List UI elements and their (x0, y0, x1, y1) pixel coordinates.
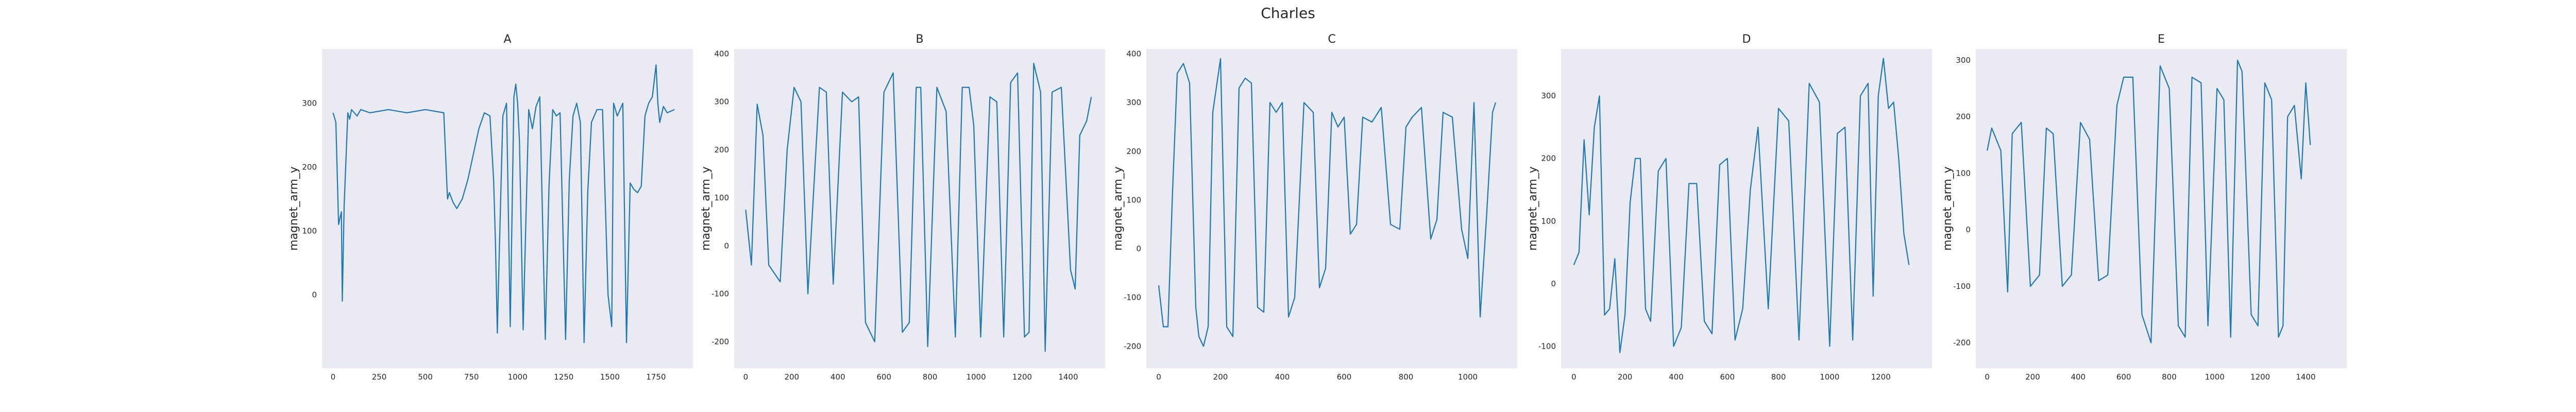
y-tick-label-d: 300 (1541, 91, 1556, 100)
y-tick-label-e: 200 (1956, 112, 1971, 122)
y-tick-label-c: 100 (1126, 195, 1141, 204)
y-axis-label-d: magnet_arm_y (1527, 166, 1539, 251)
y-tick-label-a: 0 (312, 290, 317, 299)
plot-area-c (1146, 49, 1517, 368)
x-tick-label-d: 200 (1618, 372, 1633, 382)
x-tick-label-a: 1000 (508, 372, 528, 382)
y-tick-label-b: 200 (714, 145, 729, 154)
y-axis-label-a: magnet_arm_y (287, 166, 300, 251)
y-tick-label-d: 0 (1551, 279, 1556, 288)
y-axis-label-e: magnet_arm_y (1941, 166, 1954, 251)
subplot-title-e: E (2158, 33, 2165, 46)
x-tick-label-d: 400 (1669, 372, 1684, 382)
plot-area-e (1976, 49, 2347, 368)
y-tick-label-e: 100 (1956, 168, 1971, 178)
y-axis-label-c: magnet_arm_y (1112, 166, 1125, 251)
x-tick-label-a: 1500 (600, 372, 620, 382)
x-tick-label-b: 600 (876, 372, 891, 382)
series-line-d (1573, 58, 1910, 353)
x-tick-label-d: 1000 (1820, 372, 1839, 382)
y-tick-label-c: -200 (1124, 341, 1141, 351)
y-tick-label-a: 200 (302, 162, 317, 171)
y-tick-label-e: 0 (1965, 225, 1971, 234)
y-tick-label-a: 300 (302, 98, 317, 108)
x-tick-label-e: 0 (1985, 372, 1990, 382)
x-tick-label-e: 600 (2116, 372, 2131, 382)
y-tick-label-d: 100 (1541, 216, 1556, 226)
y-tick-label-b: 100 (714, 193, 729, 202)
x-tick-label-b: 0 (743, 372, 749, 382)
series-line-b (745, 62, 1092, 352)
y-tick-label-b: -100 (711, 289, 729, 298)
x-tick-label-c: 800 (1399, 372, 1414, 382)
x-tick-label-d: 1200 (1871, 372, 1891, 382)
x-tick-label-a: 500 (418, 372, 433, 382)
x-tick-label-a: 1750 (646, 372, 666, 382)
plot-area-b (734, 49, 1105, 368)
y-tick-label-b: -200 (711, 337, 729, 347)
y-tick-label-a: 100 (302, 226, 317, 235)
y-tick-label-e: -100 (1953, 282, 1971, 291)
x-tick-label-c: 1000 (1458, 372, 1478, 382)
x-tick-label-a: 750 (464, 372, 479, 382)
subplot-title-b: B (916, 33, 923, 46)
x-tick-label-b: 800 (923, 372, 938, 382)
plot-area-a (322, 49, 693, 368)
subplot-title-d: D (1742, 33, 1751, 46)
x-tick-label-b: 1200 (1012, 372, 1032, 382)
x-tick-label-b: 1400 (1058, 372, 1078, 382)
plot-area-d (1561, 49, 1932, 368)
series-line-a (332, 64, 675, 344)
y-tick-label-c: 0 (1136, 244, 1141, 253)
figure-suptitle: Charles (1261, 5, 1315, 22)
y-tick-label-b: 300 (714, 97, 729, 107)
x-tick-label-e: 400 (2071, 372, 2086, 382)
x-tick-label-c: 0 (1156, 372, 1161, 382)
y-tick-label-e: -200 (1953, 338, 1971, 348)
x-tick-label-e: 1400 (2296, 372, 2315, 382)
y-tick-label-c: -100 (1124, 293, 1141, 302)
x-tick-label-d: 600 (1720, 372, 1735, 382)
x-tick-label-e: 800 (2162, 372, 2177, 382)
y-tick-label-c: 200 (1126, 147, 1141, 156)
subplot-title-c: C (1328, 33, 1335, 46)
x-tick-label-e: 200 (2025, 372, 2040, 382)
x-tick-label-c: 600 (1337, 372, 1352, 382)
x-tick-label-b: 1000 (966, 372, 986, 382)
x-tick-label-d: 0 (1571, 372, 1577, 382)
y-tick-label-e: 300 (1956, 56, 1971, 65)
x-tick-label-a: 1250 (554, 372, 573, 382)
x-tick-label-b: 400 (831, 372, 845, 382)
y-tick-label-c: 300 (1126, 98, 1141, 107)
x-tick-label-e: 1200 (2250, 372, 2270, 382)
series-line-e (1987, 59, 2311, 344)
x-tick-label-c: 400 (1275, 372, 1290, 382)
y-tick-label-c: 400 (1126, 49, 1141, 58)
y-tick-label-d: -100 (1538, 341, 1556, 351)
x-tick-label-d: 800 (1771, 372, 1786, 382)
x-tick-label-e: 1000 (2205, 372, 2225, 382)
x-tick-label-b: 200 (784, 372, 799, 382)
series-line-c (1158, 58, 1497, 347)
x-tick-label-a: 250 (372, 372, 387, 382)
y-tick-label-d: 200 (1541, 154, 1556, 163)
subplot-title-a: A (503, 33, 511, 46)
y-tick-label-b: 0 (724, 241, 729, 250)
x-tick-label-c: 200 (1213, 372, 1228, 382)
y-axis-label-b: magnet_arm_y (700, 166, 713, 251)
y-tick-label-b: 400 (714, 49, 729, 58)
x-tick-label-a: 0 (331, 372, 336, 382)
